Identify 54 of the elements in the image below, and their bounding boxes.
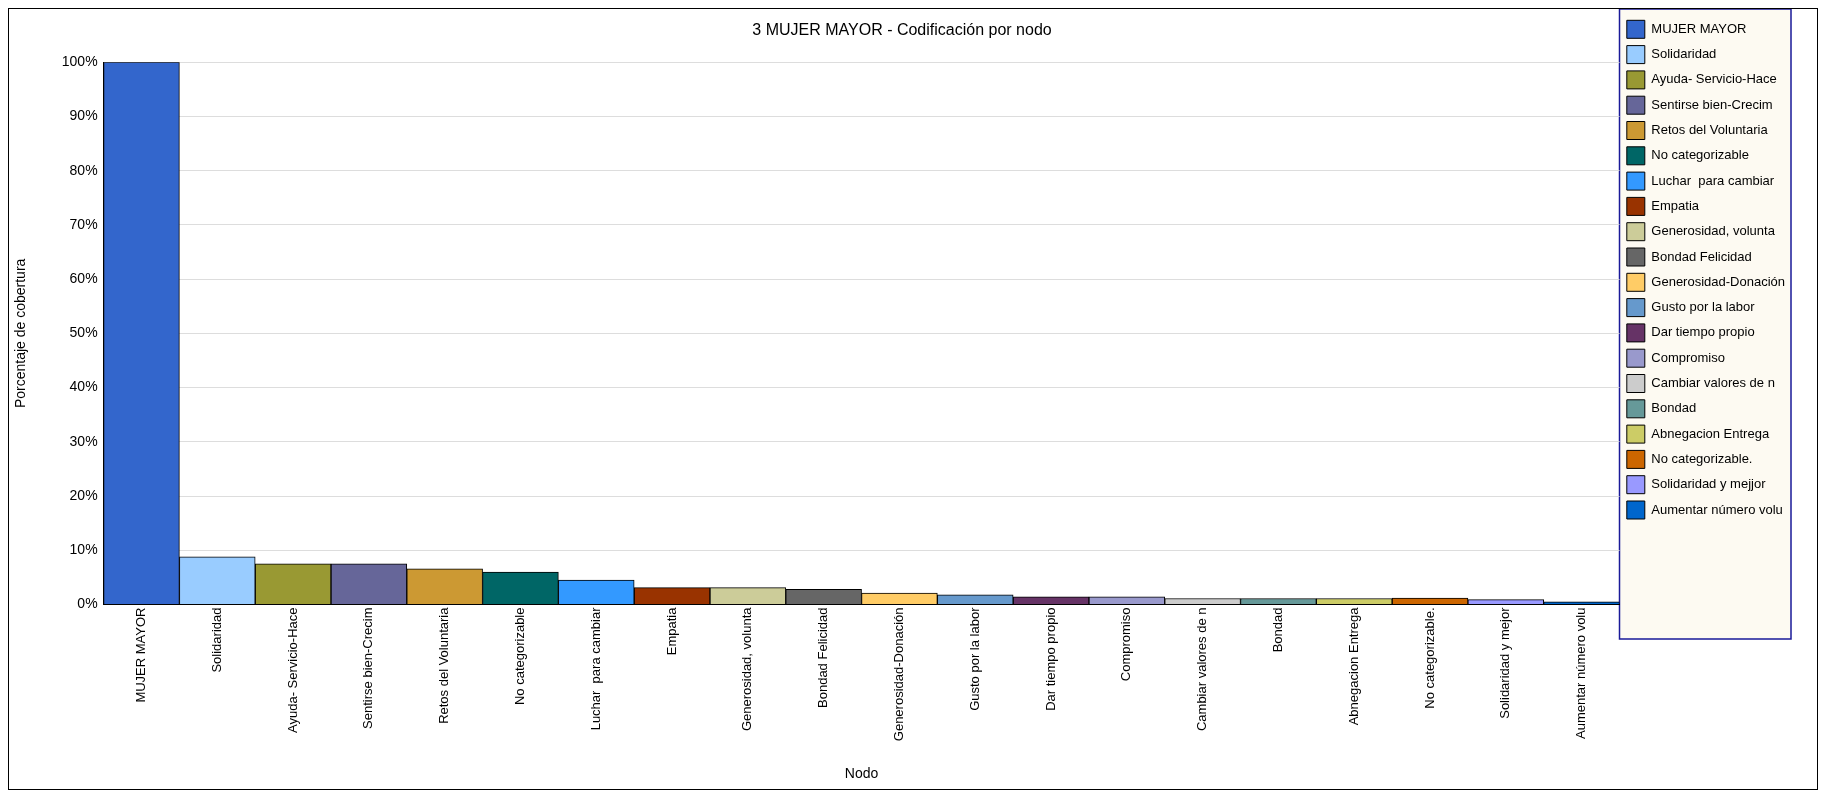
y-tick-label: 70% — [69, 215, 98, 232]
x-tick-label: Solidaridad — [208, 607, 224, 673]
x-tick-label: Abnegacion Entrega — [1345, 606, 1361, 726]
legend-label: Luchar para cambiar — [1651, 172, 1775, 188]
x-tick-label: Empatia — [663, 606, 679, 656]
legend-label: Bondad — [1651, 400, 1697, 416]
y-tick-label: 10% — [69, 541, 98, 558]
x-tick-label: Generosidad, volunta — [739, 606, 755, 732]
legend-label: Solidaridad — [1651, 46, 1717, 62]
legend-label: Bondad Felicidad — [1651, 248, 1752, 264]
y-tick-label: 80% — [69, 161, 98, 178]
legend-label: Gusto por la labor — [1651, 299, 1756, 315]
x-tick-label: No categorizable — [512, 607, 528, 706]
y-tick-label: 30% — [69, 432, 98, 449]
x-tick-label: Bondad Felicidad — [815, 607, 831, 708]
x-tick-label: Compromiso — [1118, 607, 1134, 682]
legend-label: Solidaridad y mejjor — [1651, 476, 1767, 492]
y-axis-title: Porcentaje de cobertura — [12, 258, 29, 409]
y-tick-label: 60% — [69, 269, 98, 286]
y-tick-label: 40% — [69, 378, 98, 395]
y-tick-label: 0% — [77, 595, 98, 612]
y-tick-label: 50% — [69, 324, 98, 341]
legend-label: Compromiso — [1651, 349, 1725, 365]
x-tick-label: Generosidad-Donación — [891, 607, 907, 742]
x-tick-label: MUJER MAYOR — [133, 607, 149, 703]
x-tick-label: Dar tiempo propio — [1042, 607, 1058, 711]
legend-label: Sentirse bien-Crecim — [1651, 96, 1773, 112]
legend-label: Aumentar número volu — [1651, 501, 1783, 517]
legend-label: MUJER MAYOR — [1651, 20, 1747, 36]
x-tick-label: Cambiar valores de n — [1194, 607, 1210, 732]
legend-label: Empatia — [1651, 197, 1700, 213]
x-tick-label: Luchar para cambiar — [587, 606, 603, 731]
legend-label: Ayuda- Servicio-Hace — [1651, 71, 1777, 87]
legend-label: Cambiar valores de n — [1651, 375, 1775, 391]
legend-label: No categorizable. — [1651, 450, 1753, 466]
y-tick-label: 90% — [69, 107, 98, 124]
x-tick-label: Aumentar número volu — [1573, 607, 1589, 740]
x-tick-label: Sentirse bien-Crecim — [360, 607, 376, 729]
x-tick-label: No categorizable. — [1421, 607, 1437, 709]
x-axis-title: Nodo — [844, 765, 879, 782]
chart-title: 3 MUJER MAYOR - Codificación por nodo — [752, 21, 1052, 39]
legend-label: Generosidad, volunta — [1651, 223, 1776, 239]
legend-label: No categorizable — [1651, 147, 1749, 163]
y-tick-label: 20% — [69, 486, 98, 503]
x-tick-label: Solidaridad y mejor — [1497, 606, 1513, 719]
y-tick-label: 100% — [61, 53, 98, 70]
legend-label: Generosidad-Donación — [1651, 273, 1786, 289]
x-tick-label: Ayuda- Servicio-Hace — [284, 607, 300, 733]
x-tick-label: Bondad — [1270, 607, 1286, 653]
x-tick-label: Gusto por la labor — [966, 606, 982, 711]
legend-label: Dar tiempo propio — [1651, 324, 1755, 340]
legend-label: Retos del Voluntaria — [1651, 122, 1769, 138]
x-tick-label: Retos del Voluntaria — [436, 606, 452, 724]
legend-label: Abnegacion Entrega — [1651, 425, 1770, 441]
